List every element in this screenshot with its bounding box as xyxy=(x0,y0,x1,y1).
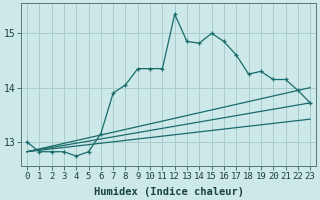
X-axis label: Humidex (Indice chaleur): Humidex (Indice chaleur) xyxy=(93,186,244,197)
